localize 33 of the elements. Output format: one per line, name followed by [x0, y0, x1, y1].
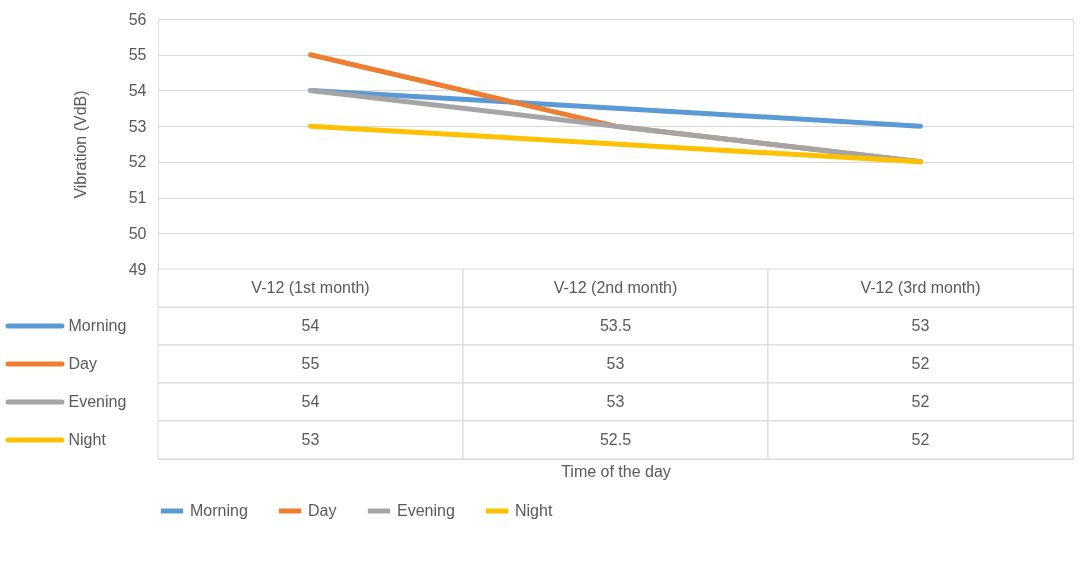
- data-label: 54: [301, 317, 320, 334]
- y-axis-title: Vibration (VdB): [71, 90, 89, 199]
- data-label: 53.5: [599, 317, 632, 334]
- y-tick-label: 50: [128, 224, 147, 242]
- y-tick-label: 51: [128, 189, 147, 207]
- data-label: 53: [606, 393, 625, 410]
- text: Evening: [397, 502, 455, 519]
- y-tick-label: 53: [128, 117, 147, 135]
- x-tick-label: V-12 (2nd month): [553, 279, 678, 296]
- y-tick-label: 56: [128, 10, 147, 28]
- text: Day: [308, 502, 337, 519]
- y-tick-label: 54: [128, 81, 147, 99]
- legend-label: Day: [68, 355, 97, 372]
- text: Morning: [190, 502, 248, 519]
- legend-label: Night: [68, 431, 107, 448]
- x-tick-label: V-12 (1st month): [251, 279, 370, 296]
- data-label: 55: [301, 355, 320, 372]
- data-label: 52.5: [599, 431, 632, 448]
- legend-label: Evening: [68, 393, 127, 410]
- x-tick-label: V-12 (3rd month): [860, 279, 981, 296]
- data-label: 52: [911, 355, 930, 372]
- data-label: 52: [911, 431, 930, 448]
- text: Time of the day: [561, 462, 671, 480]
- data-label: 53: [911, 317, 930, 334]
- y-tick-label: 55: [128, 46, 147, 64]
- data-label: 54: [301, 393, 320, 410]
- data-label: 52: [911, 393, 930, 410]
- y-tick-label: 49: [128, 260, 147, 278]
- data-label: 53: [606, 355, 625, 372]
- y-tick-label: 52: [128, 153, 147, 171]
- text: Night: [515, 502, 553, 519]
- data-label: 53: [301, 431, 320, 448]
- legend-label: Morning: [68, 317, 127, 334]
